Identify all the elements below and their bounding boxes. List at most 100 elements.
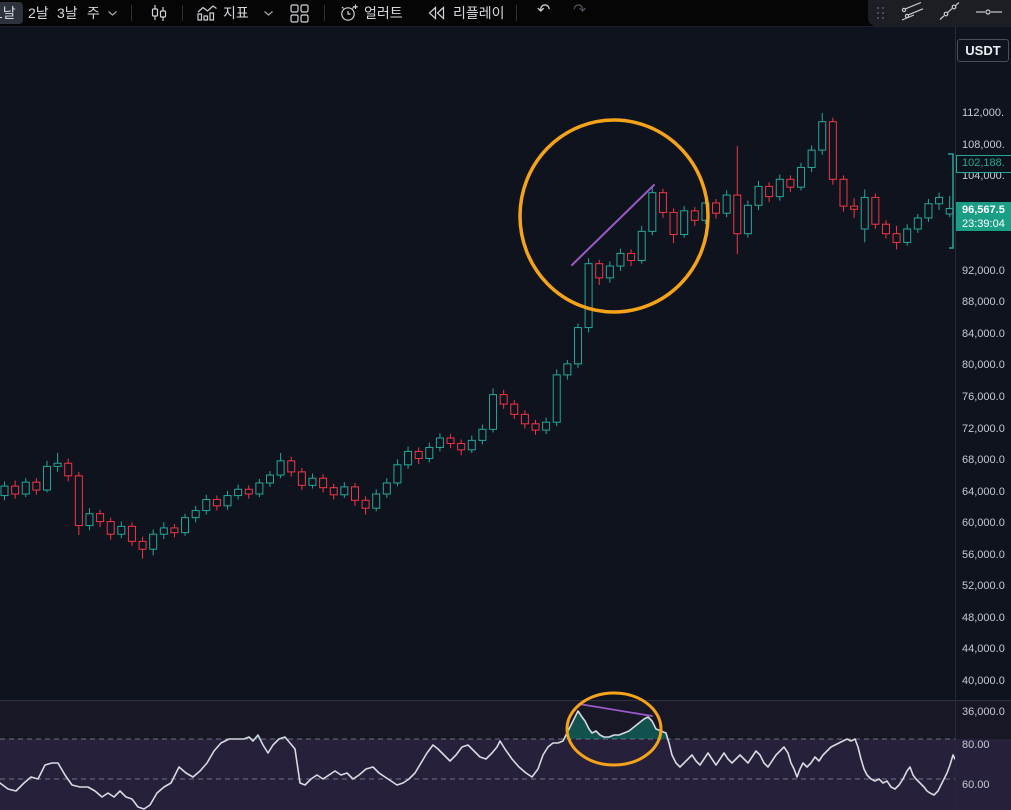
candle-down <box>690 206 699 226</box>
candle-up <box>701 198 710 225</box>
candle-up <box>53 452 62 472</box>
candle-up <box>234 484 243 500</box>
chevron-down-icon[interactable] <box>263 10 274 17</box>
candle-up <box>563 359 572 380</box>
candle-up <box>924 199 933 222</box>
candle-down <box>669 208 678 244</box>
indicators-icon[interactable] <box>197 5 218 21</box>
candle-up <box>775 174 784 201</box>
candle-up <box>404 446 413 469</box>
candle-up <box>489 388 498 433</box>
rsi-chart-canvas[interactable] <box>0 700 1011 810</box>
interval-2d-button[interactable]: 2날 <box>28 5 49 21</box>
rsi-axis-label: 80.00 <box>962 739 990 751</box>
candle-down <box>414 447 423 465</box>
candle-down <box>212 495 221 511</box>
candle-up <box>435 433 444 452</box>
candle-down <box>627 249 636 267</box>
alert-button[interactable]: 얼러트 <box>364 5 403 21</box>
bar-countdown: 23:39:04 <box>962 217 1005 230</box>
candle-up <box>191 505 200 523</box>
price-axis-label: 92,000.0 <box>962 264 1005 277</box>
candle-down <box>287 456 296 477</box>
horizontal-line-icon[interactable] <box>976 4 1002 22</box>
candle-up <box>276 452 285 479</box>
price-chart-canvas[interactable] <box>0 26 956 700</box>
candle-up <box>637 225 646 264</box>
price-axis-label: 72,000.0 <box>962 422 1005 435</box>
candle-up <box>584 258 593 333</box>
last-price-value: 96,567.5 <box>962 203 1005 216</box>
candle-down <box>11 480 20 499</box>
candle-up <box>935 192 944 211</box>
candle-down <box>361 496 370 515</box>
currency-toggle-usdt[interactable]: USDT <box>957 39 1009 62</box>
candle-up <box>573 323 582 368</box>
candle-down <box>244 485 253 499</box>
candle-up <box>818 113 827 155</box>
candle-down <box>96 509 105 528</box>
chart-region: 112,000.108,000.104,000.100,000.92,000.0… <box>0 26 1011 810</box>
candle-up <box>478 424 487 445</box>
interval-1d-button[interactable]: 1날 <box>0 2 23 24</box>
candle-down <box>733 146 742 255</box>
candle-down <box>138 536 147 559</box>
candle-up <box>85 508 94 531</box>
price-axis-label: 36,000.0 <box>962 706 1005 719</box>
candle-up <box>807 145 816 173</box>
candle-down <box>658 188 667 218</box>
candle-up <box>680 206 689 238</box>
candle-down <box>839 175 848 212</box>
drag-handle-icon[interactable] <box>877 6 885 20</box>
candle-up <box>616 248 625 271</box>
candle-down <box>786 175 795 192</box>
candle-up <box>159 522 168 539</box>
indicators-button[interactable]: 지표 <box>223 5 249 21</box>
parallel-channel-icon[interactable] <box>900 1 924 26</box>
candle-up <box>743 200 752 238</box>
last-price-badge: 96,567.5 23:39:04 <box>956 201 1011 231</box>
interval-3d-button[interactable]: 3날 <box>57 5 78 21</box>
replay-button[interactable]: 리플레이 <box>453 5 505 21</box>
candle-up <box>754 180 763 211</box>
redo-button[interactable]: ↷ <box>573 2 587 19</box>
price-axis-label: 64,000.0 <box>962 485 1005 498</box>
toolbar-divider <box>131 5 132 21</box>
candle-up <box>202 494 211 515</box>
candle-down <box>531 419 540 435</box>
candle-up <box>382 478 391 498</box>
candle-up <box>648 187 657 236</box>
candle-up <box>467 435 476 453</box>
price-range-marker-label: 102,188. <box>956 155 1011 174</box>
favorite-drawings-toolbar <box>868 0 1011 26</box>
candle-style-icon[interactable] <box>149 4 169 22</box>
price-axis-label: 48,000.0 <box>962 611 1005 624</box>
candle-down <box>871 193 880 229</box>
candle-up <box>308 473 317 489</box>
layout-grid-icon[interactable] <box>290 4 309 23</box>
chevron-down-icon[interactable] <box>107 10 118 17</box>
candle-down <box>32 478 41 495</box>
candle-down <box>74 471 83 536</box>
trend-line-icon[interactable] <box>939 1 961 26</box>
candle-up <box>149 529 158 556</box>
candle-down <box>828 117 837 185</box>
candle-up <box>913 213 922 233</box>
candle-up <box>266 471 274 487</box>
replay-icon[interactable] <box>427 6 446 20</box>
interval-week-button[interactable]: 주 <box>87 5 100 21</box>
candle-down <box>297 467 306 491</box>
candle-down <box>712 199 721 219</box>
alert-clock-icon[interactable] <box>339 3 359 23</box>
candle-down <box>446 434 455 449</box>
candle-up <box>42 460 51 493</box>
candle-down <box>329 483 338 500</box>
toolbar-divider <box>182 5 183 21</box>
toolbar-divider <box>324 5 325 21</box>
candle-down <box>850 198 859 218</box>
price-axis-label: 76,000.0 <box>962 390 1005 403</box>
price-axis-label: 68,000.0 <box>962 454 1005 467</box>
candle-up <box>552 369 561 427</box>
undo-button[interactable]: ↶ <box>537 2 551 19</box>
